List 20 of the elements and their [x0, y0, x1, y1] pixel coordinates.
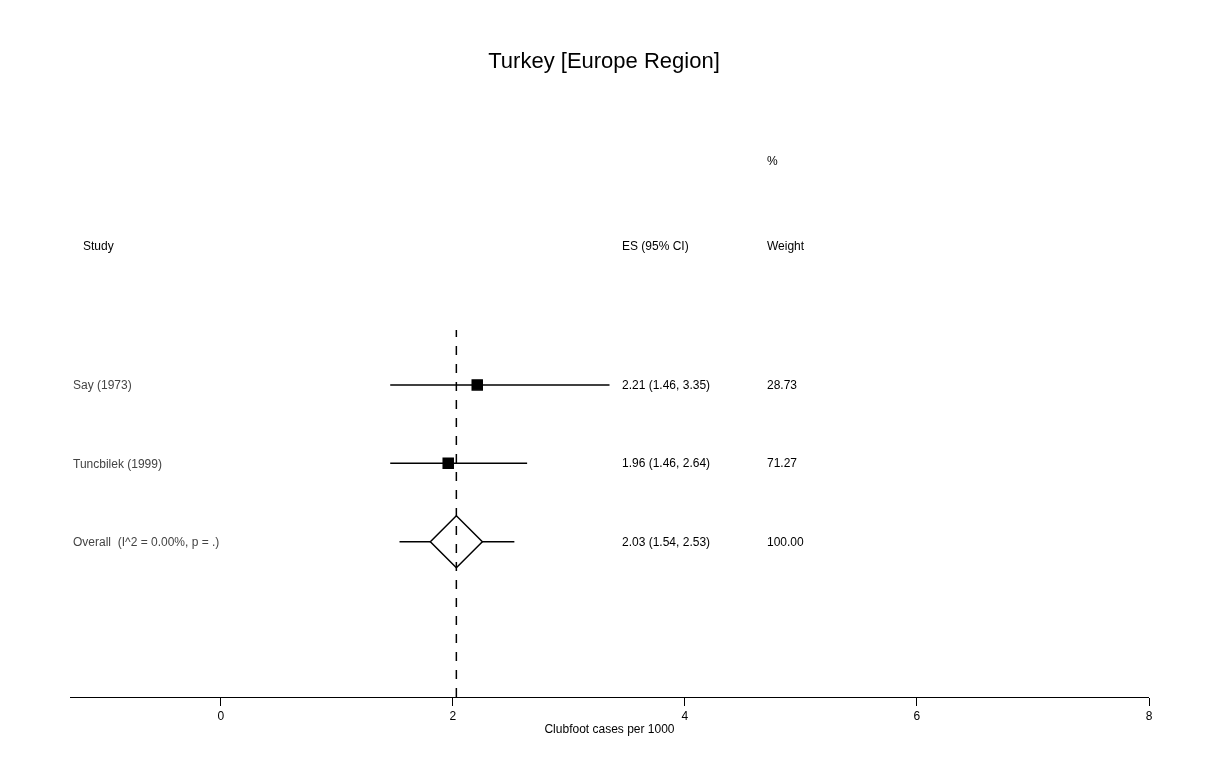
y-tick-label: Say (1973)	[73, 378, 132, 393]
y-tick-label: Tuncbilek (1999)	[73, 456, 162, 471]
y-tick-label: Overall (I^2 = 0.00%, p = .)	[73, 534, 220, 549]
chart-title: Turkey [Europe Region]	[488, 47, 720, 73]
x-tick-label: 2	[449, 709, 457, 724]
text: %	[767, 154, 778, 168]
annotation: 2.03 (1.54, 2.53)	[622, 535, 711, 549]
x-tick-label: 4	[681, 709, 689, 724]
text: Weight	[767, 239, 805, 253]
annotation: 28.73	[767, 378, 798, 392]
annotation: 71.27	[767, 456, 798, 470]
annotation: 1.96 (1.46, 2.64)	[622, 456, 711, 470]
x-axis-title: Clubfoot cases per 1000	[544, 722, 675, 737]
text: Study	[83, 239, 114, 253]
x-tick-label: 6	[913, 709, 921, 724]
annotation: 100.00	[767, 535, 805, 549]
annotation: 2.21 (1.46, 3.35)	[622, 378, 711, 392]
text: ES (95% CI)	[622, 239, 689, 253]
x-tick-label: 8	[1145, 709, 1153, 724]
x-tick-label: 0	[217, 709, 225, 724]
